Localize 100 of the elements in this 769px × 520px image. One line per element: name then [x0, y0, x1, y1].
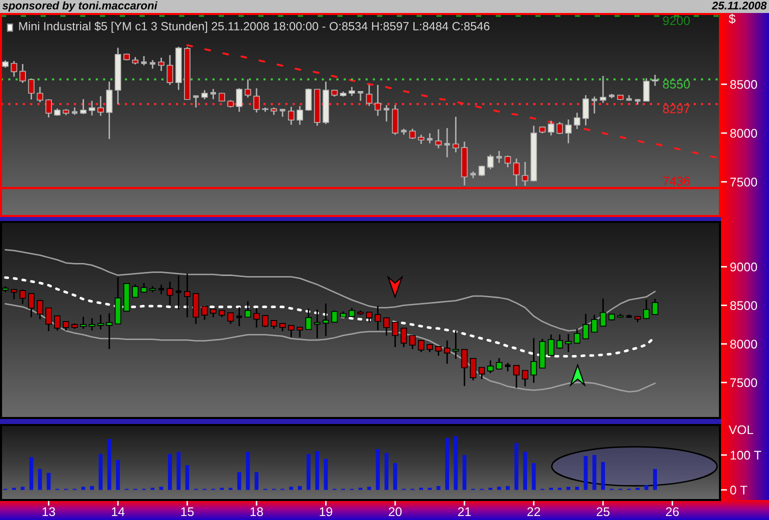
candlestick	[253, 308, 260, 328]
candlestick	[374, 84, 382, 116]
candlestick	[487, 360, 494, 374]
candlestick	[10, 60, 18, 78]
candlestick	[157, 284, 166, 295]
candlestick	[496, 357, 502, 370]
bar	[523, 452, 528, 490]
candlestick	[158, 57, 164, 72]
line-series	[186, 44, 717, 158]
bar	[384, 452, 388, 490]
candlestick	[305, 308, 312, 330]
x-tick-label: 18	[250, 507, 263, 516]
ref-line-label: 7436	[663, 176, 690, 186]
candlestick	[513, 158, 520, 186]
bar	[315, 451, 320, 490]
candlestick	[45, 307, 52, 332]
x-tick-label: 25	[596, 507, 610, 516]
bar	[185, 465, 190, 490]
bar	[20, 486, 25, 490]
candlestick	[556, 334, 563, 350]
candlestick	[331, 310, 338, 323]
candlestick	[28, 78, 35, 100]
y-axis-title: VOL	[728, 425, 754, 434]
candlestick	[548, 120, 554, 136]
candlestick	[253, 88, 260, 114]
candlestick	[97, 314, 104, 330]
candlestick	[88, 100, 96, 116]
candlestick	[36, 300, 44, 320]
candlestick	[591, 314, 598, 333]
candlestick	[409, 334, 416, 350]
bar	[376, 449, 380, 490]
candlestick	[652, 74, 658, 87]
bar	[90, 486, 94, 490]
candlestick	[513, 364, 520, 389]
candlestick	[522, 161, 528, 186]
candlestick	[140, 282, 148, 293]
text: 25.11.2008	[712, 2, 767, 10]
bar	[107, 438, 112, 490]
candlestick	[643, 298, 650, 320]
candlestick	[478, 164, 485, 177]
x-tick-label: 26	[666, 507, 679, 516]
candlestick	[262, 314, 268, 328]
candlestick	[400, 327, 408, 348]
candlestick	[652, 298, 658, 316]
ref-line-label: 8297	[663, 104, 690, 114]
bar	[176, 452, 181, 490]
candlestick	[574, 112, 580, 130]
candlestick	[19, 63, 26, 84]
x-tick-label: 20	[388, 507, 402, 516]
candlestick	[470, 358, 476, 382]
bar	[462, 455, 466, 490]
candlestick	[582, 313, 589, 340]
bar	[514, 443, 518, 490]
y-tick-label: 0 T	[730, 486, 748, 495]
candlestick	[600, 298, 606, 327]
bar	[367, 486, 372, 490]
candlestick	[36, 86, 44, 103]
candlestick	[487, 154, 494, 170]
bar	[601, 462, 606, 490]
candlestick	[574, 328, 580, 344]
candlestick	[132, 284, 138, 298]
bar	[532, 463, 536, 490]
candlestick	[366, 312, 372, 323]
bar	[254, 472, 258, 490]
candlestick	[418, 134, 424, 145]
y-tick-label: 7500	[730, 178, 758, 186]
candlestick	[643, 78, 650, 102]
bar	[159, 486, 164, 490]
bar	[566, 486, 570, 490]
y-tick-label: 8500	[730, 80, 758, 89]
candlestick	[444, 340, 450, 364]
candlestick	[582, 94, 589, 126]
candlestick	[10, 288, 18, 300]
candlestick	[166, 280, 174, 306]
candlestick	[435, 128, 442, 149]
bar	[506, 486, 510, 490]
candlestick	[244, 78, 252, 98]
bar	[436, 486, 440, 490]
candlestick	[392, 104, 398, 136]
candlestick	[383, 317, 390, 336]
candlestick	[426, 132, 434, 144]
candlestick	[88, 317, 96, 332]
x-tick-label: 19	[320, 507, 332, 516]
candlestick	[106, 312, 112, 350]
candlestick	[54, 315, 60, 332]
bar	[237, 472, 242, 490]
candlestick	[461, 348, 468, 387]
y-tick-label: 8000	[730, 128, 758, 138]
bar	[584, 456, 588, 490]
bar	[393, 463, 398, 490]
candlestick	[548, 334, 554, 356]
candlestick	[288, 106, 294, 126]
x-tick-label: 15	[181, 507, 194, 516]
candlestick	[305, 88, 312, 112]
ref-line-label: 9200	[663, 16, 690, 26]
candlestick	[435, 346, 442, 356]
bar	[497, 486, 502, 490]
candlestick	[443, 127, 452, 158]
y-axis-title: $	[728, 14, 736, 24]
candlestick	[244, 300, 252, 318]
